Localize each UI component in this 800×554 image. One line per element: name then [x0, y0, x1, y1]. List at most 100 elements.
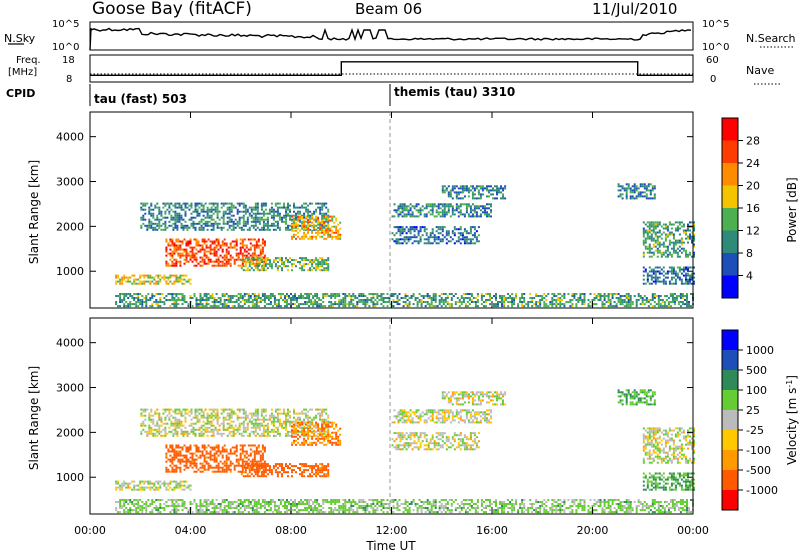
power-cell [435, 230, 438, 233]
power-cell [648, 243, 651, 246]
power-cell [281, 259, 283, 262]
velocity-cell [323, 418, 326, 421]
velocity-cell [189, 446, 192, 449]
power-cell [321, 217, 324, 220]
power-cell [529, 301, 532, 303]
power-cell [172, 222, 175, 225]
power-cell [331, 217, 334, 220]
power-cell [535, 293, 538, 295]
power-cell [648, 249, 651, 252]
power-cell [471, 238, 474, 241]
power-cell [307, 263, 310, 266]
velocity-cell [214, 408, 217, 411]
power-cell [535, 303, 538, 306]
velocity-cell [180, 424, 183, 427]
power-cell [447, 230, 450, 233]
power-cell [344, 301, 347, 303]
power-cell [664, 239, 667, 242]
power-cell [573, 297, 576, 299]
velocity-cell [155, 488, 158, 491]
power-cell [342, 297, 345, 299]
power-cell [164, 222, 167, 225]
velocity-cell [193, 444, 196, 447]
power-cell [125, 305, 128, 308]
power-cell [293, 210, 295, 213]
power-cell [483, 301, 485, 303]
power-cell [401, 228, 404, 231]
power-cell [237, 252, 240, 255]
power-cell [264, 224, 267, 227]
velocity-cell [156, 422, 159, 425]
power-cell [670, 270, 673, 273]
velocity-cell [327, 414, 330, 417]
velocity-cell [224, 428, 227, 431]
power-cell [137, 301, 140, 303]
power-cell [399, 228, 402, 231]
velocity-cell [240, 416, 243, 419]
velocity-cell [251, 450, 254, 453]
power-cell [305, 228, 308, 231]
power-cell [272, 228, 275, 231]
velocity-cell [206, 420, 209, 423]
power-cell [286, 299, 288, 301]
power-cell [252, 269, 255, 272]
velocity-cell [253, 450, 256, 453]
velocity-cell [174, 432, 177, 435]
power-cell [241, 256, 244, 259]
velocity-cell [146, 432, 149, 435]
power-cell [350, 297, 353, 299]
power-cell [433, 205, 436, 208]
velocity-cell [125, 486, 128, 489]
velocity-cell [203, 464, 206, 467]
power-cell [691, 278, 693, 281]
power-cell [291, 235, 293, 238]
power-cell [670, 241, 673, 244]
velocity-cell [270, 420, 273, 423]
power-cell [468, 299, 471, 301]
velocity-cell [180, 422, 183, 425]
power-cell [463, 185, 466, 188]
power-cell [475, 213, 478, 216]
velocity-cell [268, 418, 271, 421]
power-cell [499, 295, 501, 297]
power-cell [281, 218, 283, 221]
velocity-cell [187, 450, 190, 453]
power-cell [447, 232, 450, 235]
power-cell [213, 305, 216, 308]
power-cell [494, 197, 496, 200]
power-cell [283, 261, 285, 264]
velocity-cell [205, 456, 208, 459]
power-cell [603, 297, 606, 299]
power-cell [603, 303, 606, 306]
velocity-cell [187, 484, 190, 487]
velocity-cell [215, 446, 218, 449]
power-cell [447, 203, 450, 206]
power-cell [458, 301, 461, 303]
velocity-cell [285, 432, 287, 435]
power-cell [625, 191, 628, 194]
velocity-cell [184, 410, 187, 413]
velocity-cell [255, 452, 258, 455]
velocity-cell [253, 458, 256, 461]
power-cell [289, 204, 291, 207]
power-cell [172, 216, 175, 219]
power-cell [246, 208, 249, 211]
power-cell [171, 282, 174, 285]
station-title: Goose Bay (fitACF) [92, 0, 252, 19]
power-cell [289, 261, 291, 264]
power-cell [185, 254, 188, 257]
power-cell [441, 238, 444, 241]
velocity-cell [158, 428, 161, 431]
power-cell [209, 297, 212, 299]
power-cell [609, 305, 612, 308]
velocity-cell [188, 414, 191, 417]
power-cell [181, 293, 184, 295]
power-cell [488, 213, 490, 216]
power-cell [441, 234, 444, 237]
power-cell [473, 209, 476, 212]
power-cell [674, 270, 677, 273]
velocity-cell [165, 454, 168, 457]
power-cell [270, 265, 273, 268]
power-cell [609, 293, 612, 295]
power-cell [160, 228, 163, 231]
